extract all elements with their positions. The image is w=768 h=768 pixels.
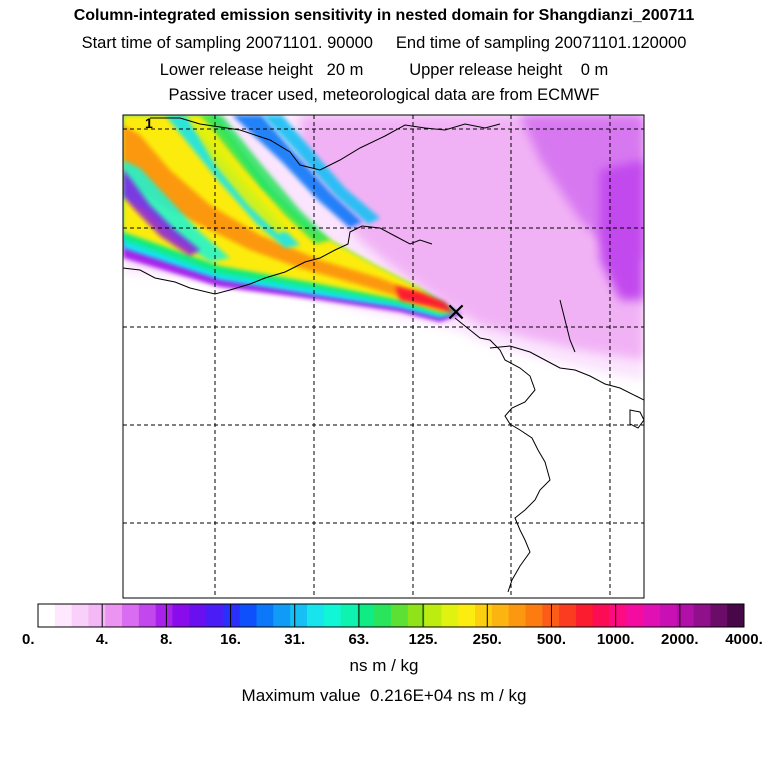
colorbar-swatch [290,604,308,627]
colorbar-tick-label: 250. [472,631,502,648]
colorbar-swatch [458,604,476,627]
corner-label: 1 [145,115,153,131]
streak-purple-edge [123,170,200,256]
map-frame [122,114,645,599]
chart-title: Column-integrated emission sensitivity i… [73,7,695,24]
colorbar-swatch [693,604,711,627]
colorbar-swatch [138,604,157,627]
colorbar-tick-label: 8. [160,631,173,648]
colorbar [37,603,745,628]
colorbar-tick-label: 2000. [661,631,699,648]
colorbar-swatch [710,604,728,627]
colorbar-swatch [155,604,173,627]
colorbar-swatch [424,604,442,627]
streak-cyan-3 [123,160,230,262]
sensitivity-field [123,115,644,380]
border-line-west [123,225,433,295]
colorbar-swatch [105,604,123,627]
colorbar-swatch [441,604,459,627]
map-boundaries [123,117,644,593]
colorbar-swatch [239,604,257,627]
colorbar-swatch [491,604,510,627]
colorbar-tick-label: 500. [536,631,567,648]
colorbar-tick-label: 1000. [596,631,635,648]
map-grid [123,115,644,598]
colorbar-swatch [626,604,644,627]
colorbar-swatch [407,604,426,627]
colorbar-swatch [273,604,291,627]
colorbar-tick-label: 16. [220,631,241,648]
colorbar-swatch [189,604,207,627]
colorbar-swatch [38,604,56,627]
colorbar-tick-label: 0. [22,631,35,648]
colorbar-swatch [542,604,560,627]
island-outline [629,409,644,429]
inner-boundary [559,299,576,353]
colorbar-swatch [88,604,106,627]
colorbar-tick-label: 4000. [725,631,763,648]
colorbar-swatch [256,604,274,627]
colorbar-frame [37,603,745,628]
streak-green-1 [200,115,330,244]
colorbar-swatch [222,604,241,627]
colorbar-swatch [592,604,610,627]
colorbar-swatch [71,604,89,627]
colorbar-swatch [525,604,543,627]
release-height-line: Lower release height 20 m Upper release … [159,61,609,79]
colorbar-tick-label: 63. [348,631,370,648]
colorbar-swatch [575,604,594,627]
colorbar-swatch [306,604,325,627]
colorbar-swatch [206,604,224,627]
border-line-north [150,117,501,171]
colorbar-swatch [727,604,745,627]
coastline-east [454,317,551,593]
colorbar-swatch [54,604,73,627]
receptor-marker-icon: × [445,297,467,327]
colorbar-swatch [659,604,678,627]
colorbar-swatch [340,604,358,627]
colorbar-swatch [643,604,661,627]
colorbar-swatch [122,604,140,627]
streak-blue-1 [232,115,362,228]
tracer-info-line: Passive tracer used, meteorological data… [168,86,600,104]
field-8-patch [600,160,644,300]
colorbar-swatch [323,604,341,627]
colorbar-swatch [609,604,627,627]
plume-red-core [395,286,455,314]
coastline-east-2 [489,345,644,401]
colorbar-swatch [475,604,493,627]
colorbar-swatch [357,604,375,627]
colorbar-tick-label: 125. [408,631,438,648]
colorbar-swatch [172,604,190,627]
colorbar-tick-label: 4. [95,631,109,648]
maximum-value-label: Maximum value 0.216E+04 ns m / kg [241,686,527,705]
colorbar-swatch [374,604,392,627]
colorbar-swatch [559,604,577,627]
units-label: ns m / kg [349,656,419,675]
colorbar-swatch [391,604,409,627]
sampling-time-line: Start time of sampling 20071101. 90000 E… [81,34,687,52]
colorbar-swatch [508,604,526,627]
colorbar-swatch [676,604,694,627]
colorbar-tick-label: 31. [284,631,306,648]
